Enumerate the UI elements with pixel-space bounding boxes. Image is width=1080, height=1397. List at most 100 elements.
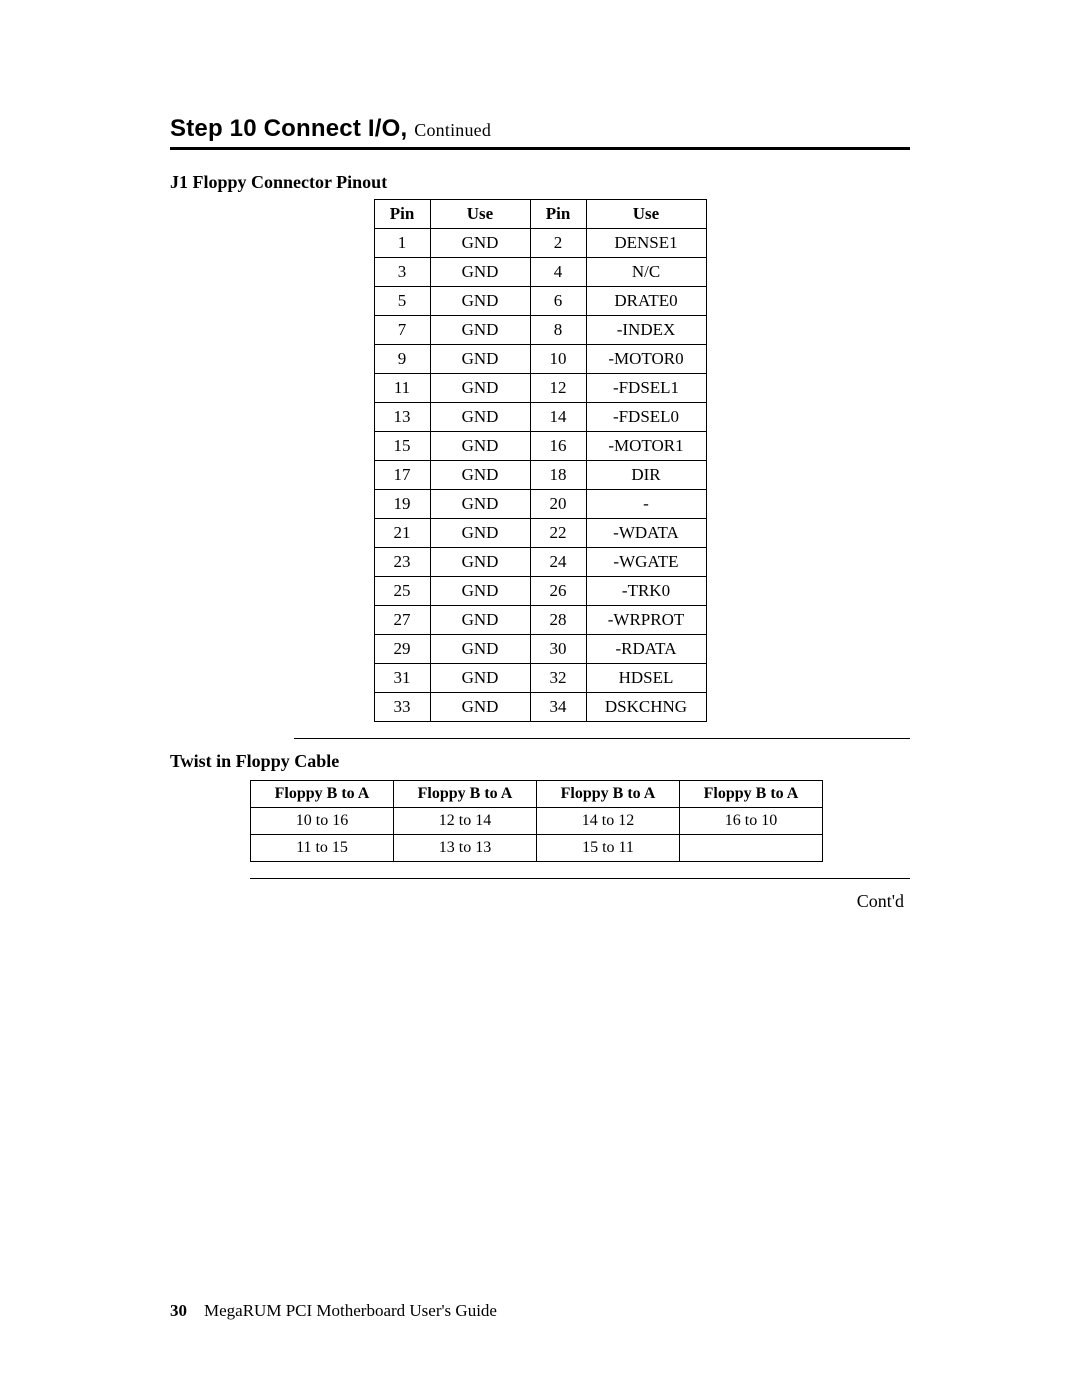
table-cell: -MOTOR0 [586, 345, 706, 374]
table-row: 1GND2DENSE1 [374, 229, 706, 258]
table-cell: 26 [530, 577, 586, 606]
table-row: 3GND4N/C [374, 258, 706, 287]
table-cell: -WDATA [586, 519, 706, 548]
table-row: 25GND26-TRK0 [374, 577, 706, 606]
heading-rule [170, 147, 910, 150]
table-cell: GND [430, 316, 530, 345]
table-cell: 3 [374, 258, 430, 287]
table-cell: HDSEL [586, 664, 706, 693]
table-cell: 11 to 15 [251, 835, 394, 862]
table-row: 7GND8-INDEX [374, 316, 706, 345]
table-cell: 10 to 16 [251, 808, 394, 835]
table-cell: -FDSEL1 [586, 374, 706, 403]
table-cell: -TRK0 [586, 577, 706, 606]
table-cell: GND [430, 374, 530, 403]
table-cell: N/C [586, 258, 706, 287]
table-cell: GND [430, 345, 530, 374]
table-cell: - [586, 490, 706, 519]
table-cell: -WGATE [586, 548, 706, 577]
table-cell: 2 [530, 229, 586, 258]
table-cell: GND [430, 229, 530, 258]
col-twist-1: Floppy B to A [394, 781, 537, 808]
col-twist-0: Floppy B to A [251, 781, 394, 808]
table-cell: DSKCHNG [586, 693, 706, 722]
table-cell: GND [430, 693, 530, 722]
table-row: 21GND22-WDATA [374, 519, 706, 548]
table-cell: 21 [374, 519, 430, 548]
table-cell: GND [430, 258, 530, 287]
table-cell: 11 [374, 374, 430, 403]
col-pin-b: Pin [530, 200, 586, 229]
table-header-row: Pin Use Pin Use [374, 200, 706, 229]
table-row: 31GND32HDSEL [374, 664, 706, 693]
table-row: 33GND34DSKCHNG [374, 693, 706, 722]
table-row: 27GND28-WRPROT [374, 606, 706, 635]
table-cell: 16 to 10 [680, 808, 823, 835]
pinout-table: Pin Use Pin Use 1GND2DENSE13GND4N/C5GND6… [374, 199, 707, 722]
table-cell: 34 [530, 693, 586, 722]
twist-table: Floppy B to A Floppy B to A Floppy B to … [250, 780, 823, 862]
table-cell: GND [430, 664, 530, 693]
heading-main: Step 10 Connect I/O, [170, 115, 407, 142]
table-cell: 27 [374, 606, 430, 635]
page-heading: Step 10 Connect I/O, Continued [170, 115, 910, 143]
col-twist-3: Floppy B to A [680, 781, 823, 808]
pinout-title: J1 Floppy Connector Pinout [170, 172, 910, 193]
table-cell: DENSE1 [586, 229, 706, 258]
col-twist-2: Floppy B to A [537, 781, 680, 808]
table-cell: -WRPROT [586, 606, 706, 635]
table-row: 10 to 1612 to 1414 to 1216 to 10 [251, 808, 823, 835]
table-cell: 15 to 11 [537, 835, 680, 862]
twist-table-wrap: Floppy B to A Floppy B to A Floppy B to … [250, 780, 910, 912]
table-cell: 14 [530, 403, 586, 432]
col-use-a: Use [430, 200, 530, 229]
table-cell: 28 [530, 606, 586, 635]
table-cell: 14 to 12 [537, 808, 680, 835]
table-cell: 19 [374, 490, 430, 519]
table-cell: 4 [530, 258, 586, 287]
table-cell: GND [430, 635, 530, 664]
table-cell: 20 [530, 490, 586, 519]
table-row: 11 to 1513 to 1315 to 11 [251, 835, 823, 862]
table-row: 15GND16-MOTOR1 [374, 432, 706, 461]
table-cell: DIR [586, 461, 706, 490]
table-row: 17GND18DIR [374, 461, 706, 490]
table-row: 11GND12-FDSEL1 [374, 374, 706, 403]
table-row: 19GND20- [374, 490, 706, 519]
heading-continued: Continued [414, 120, 491, 140]
table-cell: 25 [374, 577, 430, 606]
table-row: 13GND14-FDSEL0 [374, 403, 706, 432]
table-cell: GND [430, 548, 530, 577]
section-rule-1 [294, 738, 910, 739]
table-cell: 6 [530, 287, 586, 316]
table-row: 29GND30-RDATA [374, 635, 706, 664]
table-header-row: Floppy B to A Floppy B to A Floppy B to … [251, 781, 823, 808]
table-cell: GND [430, 287, 530, 316]
col-pin-a: Pin [374, 200, 430, 229]
table-cell: 5 [374, 287, 430, 316]
twist-tbody: 10 to 1612 to 1414 to 1216 to 1011 to 15… [251, 808, 823, 862]
page: Step 10 Connect I/O, Continued J1 Floppy… [0, 0, 1080, 1397]
table-cell: 24 [530, 548, 586, 577]
table-cell: 10 [530, 345, 586, 374]
page-footer: 30 MegaRUM PCI Motherboard User's Guide [170, 1301, 497, 1321]
table-cell: 13 [374, 403, 430, 432]
table-cell: 22 [530, 519, 586, 548]
table-cell: GND [430, 519, 530, 548]
table-cell: DRATE0 [586, 287, 706, 316]
table-cell: 8 [530, 316, 586, 345]
table-cell: 1 [374, 229, 430, 258]
table-cell: 23 [374, 548, 430, 577]
pinout-tbody: 1GND2DENSE13GND4N/C5GND6DRATE07GND8-INDE… [374, 229, 706, 722]
table-cell: GND [430, 606, 530, 635]
table-cell: -INDEX [586, 316, 706, 345]
page-number: 30 [170, 1301, 187, 1320]
table-cell: 16 [530, 432, 586, 461]
table-cell: 29 [374, 635, 430, 664]
table-cell: GND [430, 432, 530, 461]
table-cell: 12 [530, 374, 586, 403]
table-cell: -MOTOR1 [586, 432, 706, 461]
table-cell: 33 [374, 693, 430, 722]
table-cell: -RDATA [586, 635, 706, 664]
table-cell: GND [430, 490, 530, 519]
